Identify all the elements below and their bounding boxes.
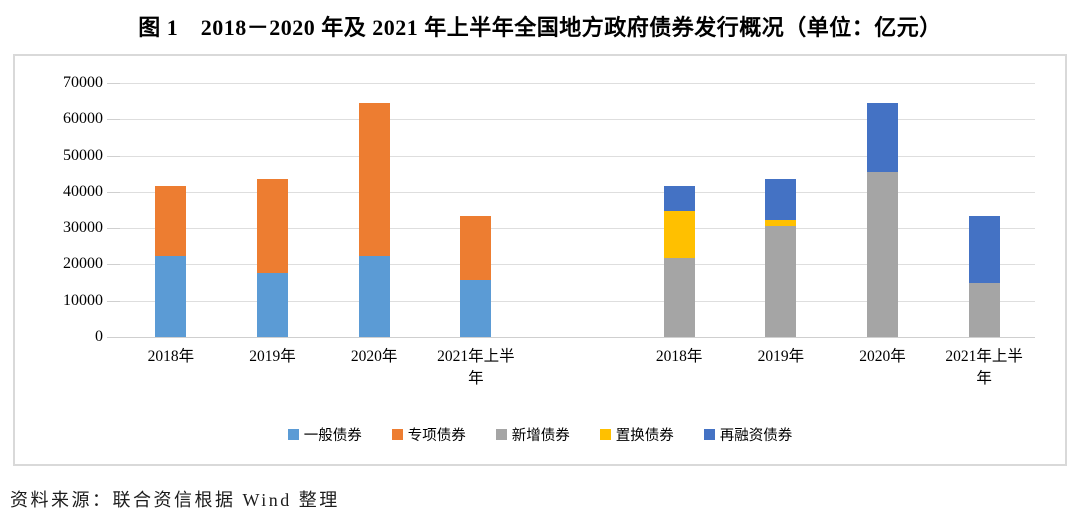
bar-segment <box>256 178 288 273</box>
y-axis-label: 20000 <box>63 255 103 273</box>
gridline <box>120 337 1035 338</box>
legend-swatch-icon <box>391 429 403 440</box>
legend-label: 专项债券 <box>407 428 466 444</box>
y-axis-tick <box>107 119 120 121</box>
gridline <box>120 119 1035 121</box>
source-note: 资料来源：联合资信根据 Wind 整理 <box>10 490 340 510</box>
legend-label: 一般债券 <box>303 428 362 444</box>
bar-segment <box>867 171 898 337</box>
x-axis-label: 2021年上半年 <box>945 348 1023 388</box>
legend-label: 置换债券 <box>615 428 674 444</box>
y-axis-label: 70000 <box>63 74 103 91</box>
y-axis-label: 0 <box>95 328 103 345</box>
bar-stack <box>867 83 898 337</box>
bar-stack <box>663 83 695 337</box>
bar-segment <box>155 256 187 337</box>
legend-item: 置换债券 <box>599 424 674 445</box>
bar-segment <box>256 272 288 337</box>
gridline <box>120 155 1035 157</box>
bar-stack <box>460 83 492 337</box>
bar-segment <box>358 255 390 337</box>
bar-stack <box>155 83 187 337</box>
bar-segment <box>155 185 187 257</box>
chart-frame: 0 10000 20000 30000 40000 50000 60000 70000 2018… <box>13 54 1067 466</box>
bar-segment <box>460 215 492 281</box>
y-axis-tick <box>107 300 120 302</box>
bar-segment <box>968 215 1000 284</box>
y-axis-tick <box>107 337 120 338</box>
x-axis-label: 2020年 <box>859 348 906 365</box>
legend: 一般债券 专项债券 新增债券 置换债券 再融资债券 <box>15 424 1065 445</box>
bar-segment <box>765 178 797 221</box>
x-axis-label: 2021年上半年 <box>437 348 515 388</box>
y-axis-label: 10000 <box>63 291 103 309</box>
y-axis-tick <box>107 155 120 157</box>
bar-segment <box>765 225 797 337</box>
legend-swatch-icon <box>599 429 611 440</box>
legend-label: 新增债券 <box>511 428 570 444</box>
bar-segment <box>460 280 492 337</box>
bar-segment <box>358 103 390 256</box>
y-axis-label: 40000 <box>63 182 103 200</box>
bar-segment <box>968 283 1000 337</box>
legend-swatch-icon <box>495 429 507 440</box>
legend-item: 新增债券 <box>495 424 570 445</box>
bar-stack <box>765 83 797 337</box>
y-axis-label: 50000 <box>63 146 103 164</box>
chart-title: 图 1 2018－2020 年及 2021 年上半年全国地方政府债券发行概况（单… <box>138 15 942 40</box>
bar-segment <box>663 258 695 337</box>
y-axis-tick <box>107 83 120 84</box>
bar-segment <box>765 220 797 226</box>
legend-swatch-icon <box>287 429 299 440</box>
y-axis-tick <box>107 228 120 230</box>
y-axis-label: 30000 <box>63 219 103 237</box>
gridline <box>120 264 1035 266</box>
legend-item: 专项债券 <box>391 424 466 445</box>
x-axis-label: 2020年 <box>350 348 398 365</box>
bar-stack <box>256 83 288 337</box>
bar-segment <box>867 103 898 172</box>
y-axis-label: 60000 <box>63 110 103 128</box>
legend-label: 再融资债券 <box>719 428 793 444</box>
x-axis-label: 2019年 <box>757 348 805 365</box>
gridline <box>120 300 1035 302</box>
gridline <box>120 191 1035 193</box>
gridline <box>120 83 1035 84</box>
x-axis-label: 2018年 <box>655 348 703 365</box>
x-axis-label: 2019年 <box>249 348 296 365</box>
legend-item: 一般债券 <box>287 424 362 445</box>
bar-segment <box>663 185 695 212</box>
bar-stack <box>358 83 390 337</box>
bar-stack <box>968 83 1000 337</box>
legend-swatch-icon <box>703 429 715 440</box>
y-axis-tick <box>107 264 120 266</box>
gridline <box>120 228 1035 230</box>
y-axis-tick <box>107 191 120 193</box>
x-axis-label: 2018年 <box>147 348 195 365</box>
plot-area: 0 10000 20000 30000 40000 50000 60000 70000 2018… <box>63 74 1035 387</box>
bar-segment <box>663 211 695 259</box>
legend-item: 再融资债券 <box>703 424 793 445</box>
